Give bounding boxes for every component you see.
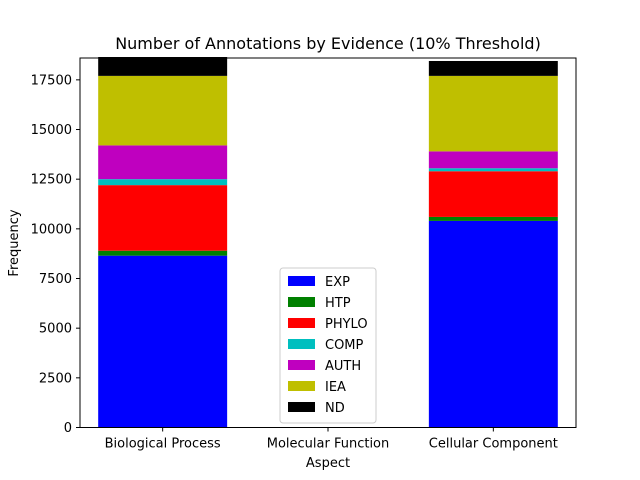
bar-nd-0	[98, 57, 228, 76]
y-tick-label: 10000	[31, 222, 72, 237]
y-tick-label: 12500	[31, 173, 72, 188]
legend-label-auth: AUTH	[325, 359, 361, 374]
legend-swatch-comp	[288, 339, 315, 349]
legend-swatch-phylo	[288, 318, 315, 328]
legend-label-phylo: PHYLO	[325, 317, 368, 332]
bar-auth-2	[428, 151, 558, 169]
bar-phylo-0	[98, 185, 228, 251]
bar-iea-2	[428, 75, 558, 152]
bar-comp-2	[428, 168, 558, 172]
legend: EXP HTP PHYLO COMP AUTH IEA ND	[279, 267, 377, 424]
bars-group	[98, 57, 558, 428]
legend-swatch-exp	[288, 276, 315, 286]
y-axis-label: Frequency	[7, 209, 22, 276]
x-tick-label: Cellular Component	[429, 437, 558, 452]
bar-htp-2	[428, 216, 558, 221]
y-tick-label: 15000	[31, 123, 72, 138]
legend-swatch-htp	[288, 297, 315, 307]
y-tick-label: 5000	[39, 322, 72, 337]
legend-label-htp: HTP	[325, 296, 351, 311]
x-axis: Biological Process Molecular Function Cell…	[105, 427, 558, 452]
legend-label-iea: IEA	[325, 380, 346, 395]
x-tick-label: Molecular Function	[267, 437, 390, 452]
bar-auth-0	[98, 145, 228, 180]
legend-swatch-iea	[288, 381, 315, 391]
y-axis: 0 2500 5000 7500 10000 12500 15000 17500	[31, 73, 80, 436]
legend-label-exp: EXP	[325, 275, 350, 290]
chart-title: Number of Annotations by Evidence (10% T…	[115, 34, 541, 53]
y-tick-label: 17500	[31, 73, 72, 88]
bar-iea-0	[98, 75, 228, 146]
bar-htp-0	[98, 250, 228, 256]
x-axis-label: Aspect	[306, 456, 350, 471]
y-tick-label: 2500	[39, 371, 72, 386]
bar-exp-2	[428, 220, 558, 428]
legend-label-comp: COMP	[325, 338, 364, 353]
bar-comp-0	[98, 179, 228, 186]
legend-swatch-auth	[288, 360, 315, 370]
legend-label-nd: ND	[325, 401, 345, 416]
x-tick-label: Biological Process	[105, 437, 221, 452]
plot-frame	[79, 57, 577, 428]
y-tick-label: 0	[64, 421, 72, 436]
legend-swatch-nd	[288, 402, 315, 412]
bar-nd-2	[428, 60, 558, 76]
bar-phylo-2	[428, 171, 558, 217]
y-tick-label: 7500	[39, 272, 72, 287]
bar-exp-0	[98, 255, 228, 428]
